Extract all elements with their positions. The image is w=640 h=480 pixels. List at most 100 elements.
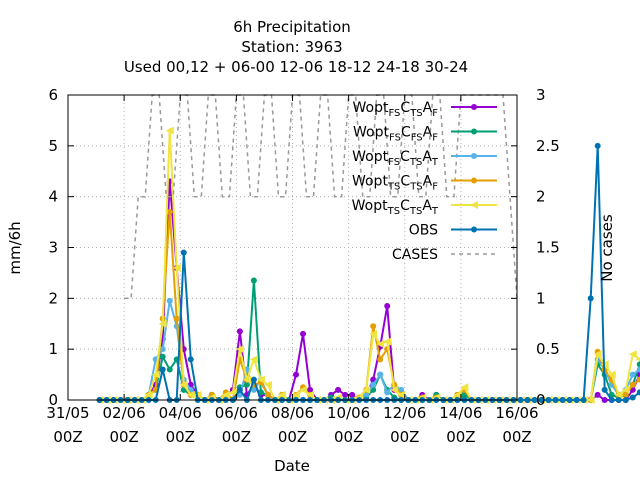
x-tick-label: 00Z bbox=[390, 428, 419, 446]
data-point bbox=[552, 397, 559, 403]
data-point bbox=[236, 328, 243, 335]
y2-tick-label: 1.5 bbox=[536, 239, 560, 257]
data-point bbox=[349, 391, 356, 398]
data-point bbox=[608, 397, 615, 403]
y-tick-label: 5 bbox=[48, 137, 58, 155]
data-point bbox=[635, 357, 640, 362]
data-point bbox=[566, 397, 573, 403]
data-point bbox=[250, 386, 257, 393]
legend-label-part: C bbox=[401, 125, 411, 141]
data-point bbox=[559, 397, 566, 403]
data-point bbox=[531, 397, 538, 403]
data-point bbox=[607, 370, 616, 379]
legend-label-part: A bbox=[423, 174, 433, 190]
chart-title: 6h Precipitation Station: 3963 Used 00,1… bbox=[124, 18, 468, 76]
legend-label-part: T bbox=[431, 206, 439, 217]
data-point bbox=[256, 375, 265, 384]
legend-marker bbox=[470, 201, 478, 209]
data-point bbox=[159, 346, 166, 353]
y-tick-label: 3 bbox=[48, 239, 58, 257]
data-point bbox=[601, 386, 608, 393]
data-point bbox=[636, 366, 640, 373]
legend-label-part: A bbox=[422, 149, 432, 165]
data-point bbox=[580, 397, 587, 403]
data-point bbox=[370, 323, 377, 330]
legend-label-part: F bbox=[432, 133, 438, 144]
legend-marker bbox=[471, 177, 477, 184]
data-point bbox=[250, 376, 257, 383]
y2-tick-label: 3 bbox=[536, 86, 546, 104]
data-point bbox=[235, 345, 244, 354]
data-point bbox=[370, 381, 377, 388]
x-tick-label: 02/06 bbox=[103, 404, 146, 422]
legend-label-part: Wopt bbox=[352, 149, 388, 165]
legend-label-part: C bbox=[400, 198, 410, 214]
data-point bbox=[362, 385, 371, 394]
data-point bbox=[158, 319, 167, 328]
x-tick-label: 00Z bbox=[502, 428, 531, 446]
y2-tick-label: 1 bbox=[536, 289, 546, 307]
x-tick-label: 10/06 bbox=[327, 404, 370, 422]
data-point bbox=[384, 389, 391, 396]
legend-label: OBS bbox=[409, 223, 438, 239]
legend-label-part: FS bbox=[388, 108, 400, 119]
legend-label-part: C bbox=[400, 174, 410, 190]
data-point bbox=[165, 126, 174, 135]
data-point bbox=[159, 366, 166, 373]
y-tick-label: 1 bbox=[48, 340, 58, 358]
data-point bbox=[166, 366, 173, 373]
y-tick-label: 4 bbox=[48, 188, 58, 206]
y2-axis-label: No cases bbox=[598, 214, 616, 282]
data-point bbox=[151, 370, 160, 379]
legend-label-part: C bbox=[400, 100, 410, 116]
data-point bbox=[249, 355, 258, 364]
y-tick-label: 0 bbox=[48, 391, 58, 409]
data-point bbox=[628, 350, 637, 359]
x-tick-label: 12/06 bbox=[383, 404, 426, 422]
x-tick-label: 00Z bbox=[334, 428, 363, 446]
data-point bbox=[383, 337, 392, 346]
data-point bbox=[622, 391, 629, 398]
data-point bbox=[242, 375, 251, 384]
data-point bbox=[173, 315, 180, 322]
legend-label-part: FS bbox=[389, 133, 401, 144]
data-point bbox=[335, 386, 342, 393]
legend-label-part: Wopt bbox=[353, 125, 389, 141]
title-line-3: Used 00,12 + 06-00 12-06 18-12 24-18 30-… bbox=[124, 58, 468, 76]
data-point bbox=[377, 356, 384, 363]
data-point bbox=[384, 302, 391, 309]
data-point bbox=[573, 397, 580, 403]
data-point bbox=[159, 353, 166, 360]
legend-label-part: F bbox=[432, 108, 438, 119]
x-tick-label: 16/06 bbox=[495, 404, 538, 422]
data-point bbox=[629, 394, 636, 401]
legend-label-part: Wopt bbox=[353, 100, 389, 116]
legend-label-part: CASES bbox=[392, 247, 438, 263]
legend-label-part: TS bbox=[409, 182, 422, 193]
legend-label-part: A bbox=[422, 198, 432, 214]
data-point bbox=[629, 371, 636, 378]
data-point bbox=[586, 396, 595, 404]
legend-label: WoptFSCFSAF bbox=[353, 125, 438, 144]
data-point bbox=[236, 386, 243, 393]
legend-marker bbox=[471, 153, 477, 159]
y2-tick-label: 0 bbox=[536, 391, 546, 409]
data-point bbox=[187, 356, 194, 363]
legend-label: WoptFSCTSAT bbox=[352, 149, 439, 168]
legend-label-part: TS bbox=[387, 182, 400, 193]
y2-axis-ticks: 0 0.5 1 1.5 2 2.5 3 bbox=[511, 86, 560, 409]
y-axis-label: mm/6h bbox=[6, 221, 24, 274]
legend-label: WoptTSCTSAT bbox=[352, 198, 439, 217]
data-point bbox=[180, 249, 187, 256]
data-point bbox=[250, 277, 257, 284]
legend-label-part: TS bbox=[387, 206, 400, 217]
legend-label-part: A bbox=[423, 125, 433, 141]
legend-label-part: C bbox=[400, 149, 410, 165]
data-point bbox=[636, 361, 640, 368]
data-point bbox=[264, 391, 271, 398]
data-point bbox=[342, 391, 349, 398]
data-point bbox=[243, 381, 250, 388]
legend-marker bbox=[471, 226, 477, 233]
x-tick-label: 31/05 bbox=[46, 404, 89, 422]
